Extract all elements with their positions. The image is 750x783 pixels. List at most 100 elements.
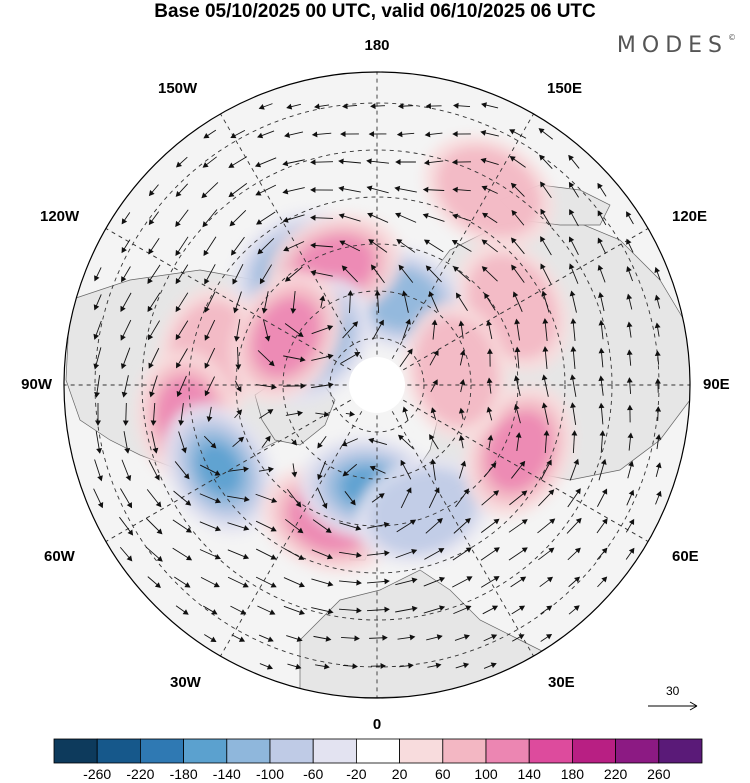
wind-arrow [654,378,661,393]
wind-arrow [514,346,521,369]
wind-arrow [369,465,386,474]
wind-arrow [119,546,133,562]
wind-arrow [283,241,305,252]
wind-arrow [481,239,498,253]
colorbar-tick-label: -220 [126,766,155,782]
wind-arrow [367,550,390,557]
colorbar-swatch [658,738,703,764]
wind-arrow [200,576,220,588]
wind-arrow [203,129,217,139]
wind-arrow [204,376,215,397]
colorbar-tick-label: 60 [435,766,451,782]
wind-arrow [569,458,580,481]
wind-arrow [366,185,389,194]
wind-arrow [626,489,635,506]
wind-arrow [570,318,577,341]
wind-arrow [458,460,467,479]
wind-arrow [257,350,275,367]
logo-text: MODES [616,33,728,58]
wind-arrow [311,607,334,615]
wind-arrow [310,214,334,221]
wind-arrow [122,402,129,426]
wind-arrow [542,318,549,341]
latitude-circle-40 [141,149,613,621]
wind-arrow [367,212,389,223]
wind-arrow [175,183,189,197]
wind-arrow [261,291,269,314]
wind-arrow [626,321,633,338]
wind-arrow [626,266,633,282]
wind-arrow [596,547,608,560]
wind-arrow [368,131,387,137]
wind-arrow [569,209,579,227]
wind-arrow [597,182,607,197]
wind-arrow [204,291,216,313]
wind-arrow [452,576,473,588]
wind-arrow [398,434,414,449]
wind-arrow [319,295,326,308]
wind-arrow [568,263,579,284]
wind-arrow [342,663,358,670]
meridian-line [105,228,358,375]
wind-arrow [148,238,160,255]
wind-arrow [175,605,189,615]
wind-arrow [147,576,161,588]
wind-arrow [454,634,470,641]
wind-arrow [430,379,438,393]
wind-arrow [537,518,556,534]
wind-arrow [342,463,358,477]
wind-arrow [150,402,157,426]
wind-arrow [174,461,190,480]
wind-arrow [400,459,412,480]
wind-arrow [340,131,359,137]
wind-arrow [596,518,608,534]
wind-arrow [430,407,437,421]
wind-arrow [234,380,242,393]
wind-arrow [396,131,415,138]
colorbar-swatch [139,738,184,764]
wind-arrow [486,348,493,367]
wind-arrow [625,518,635,533]
wind-arrow [230,605,247,615]
wind-arrow [452,186,471,193]
wind-arrow [422,186,445,193]
wind-arrow [598,375,605,396]
wind-arrow [344,491,356,506]
wind-arrow [339,240,361,252]
wind-arrow [310,186,334,193]
wind-arrow [262,319,271,342]
wind-arrow [258,466,274,473]
wind-arrow [626,238,634,253]
wind-arrow [625,547,635,560]
colorbar-tick-label: -260 [83,766,112,782]
wind-arrow [338,185,361,193]
wind-arrow [233,291,242,314]
wind-arrow [655,434,662,450]
logo-mark: © [728,33,736,42]
wind-arrow [257,238,275,255]
wind-arrow [370,264,385,284]
wind-arrow [394,185,417,193]
wind-arrow [282,159,305,167]
wind-arrow [120,319,132,341]
wind-arrow [235,346,242,370]
modes-logo: MODES© [617,33,736,58]
colorbar-swatch [226,738,271,764]
wind-arrow [598,458,607,481]
wind-arrow [203,236,217,257]
wind-arrow [175,264,189,285]
wind-arrow [232,263,244,285]
wind-reference-arrow [648,701,698,711]
wind-arrow [147,264,161,284]
wind-arrow [172,547,193,561]
wind-arrow [178,403,185,426]
anomaly-contour [486,411,552,491]
wind-arrow [486,320,493,340]
wind-arrow [542,346,549,369]
wind-arrow [481,185,498,194]
wind-arrow [599,430,606,453]
wind-arrow [455,488,470,508]
wind-arrow [175,209,189,228]
wind-arrow [431,319,438,340]
wind-arrow [396,519,417,533]
